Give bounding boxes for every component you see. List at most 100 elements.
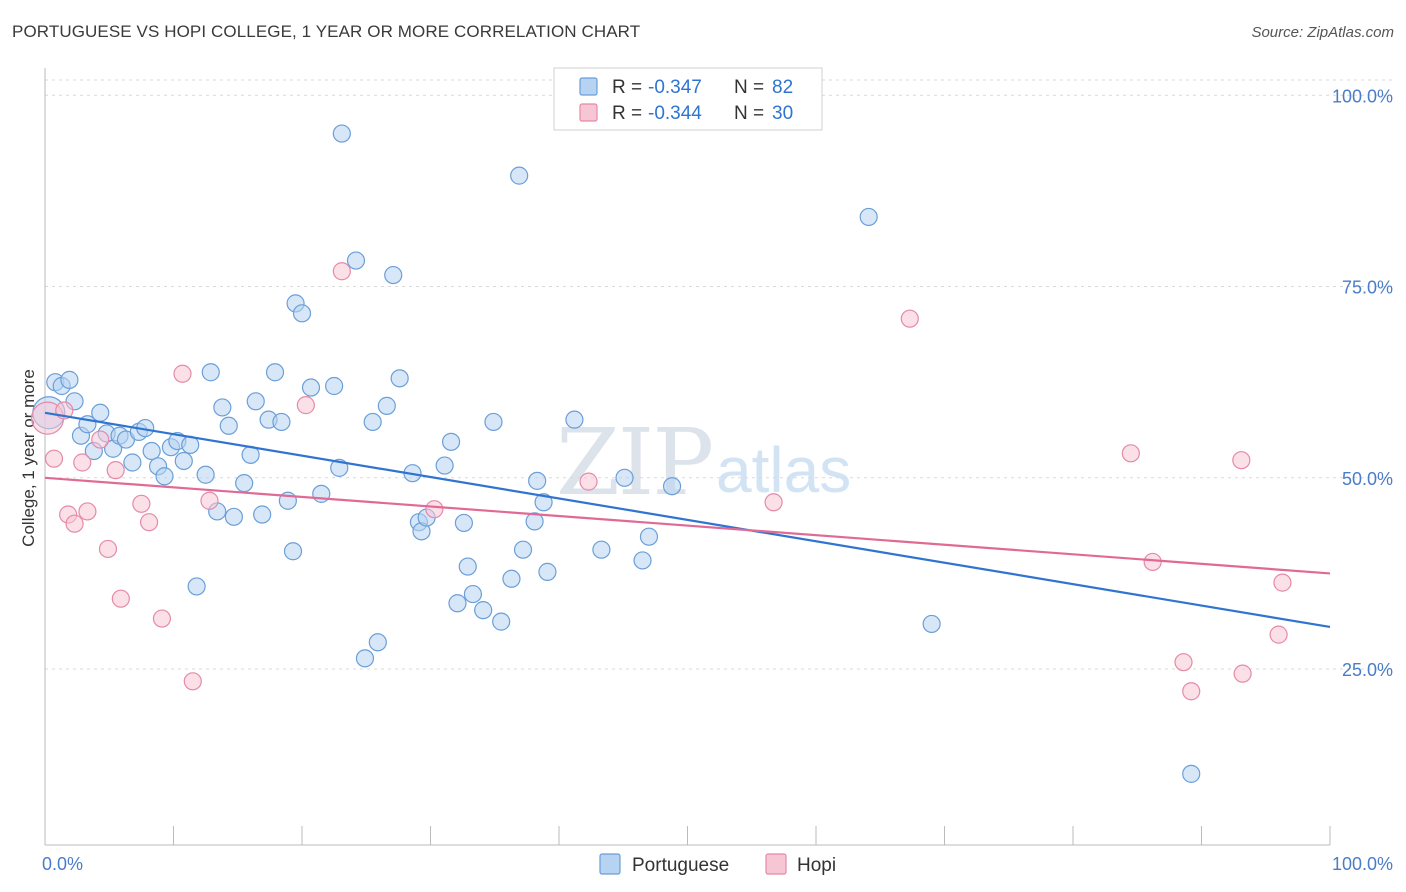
axes [44,68,1331,846]
portuguese-point [346,251,366,270]
hopi-point [78,502,97,521]
portuguese-point [384,265,403,285]
hopi-point [73,453,92,472]
trendline-hopi [44,476,1331,575]
hopi-point [183,672,202,691]
legend-swatch-portuguese [599,853,621,875]
portuguese-point [283,542,303,561]
hopi-point [200,491,219,510]
hopi-point [111,589,130,608]
portuguese-point [502,569,521,588]
stats-legend-swatch-portuguese [579,77,598,96]
portuguese-point [510,166,529,185]
portuguese-point [592,540,611,559]
trendline-portuguese [44,411,1331,629]
hopi-point [91,430,110,449]
hopi-point [764,493,783,512]
portuguese-point [325,376,344,396]
portuguese-point [224,507,243,526]
portuguese-point [377,396,396,415]
hopi-point [1269,625,1288,644]
stats-legend: R = -0.347 N = 82 R = -0.344 N = 30 [553,67,823,131]
portuguese-point [332,124,351,143]
portuguese-point [441,432,461,451]
portuguese-point [201,363,220,382]
portuguese-point [448,594,467,613]
portuguese-point [922,614,941,634]
portuguese-point [492,612,511,631]
portuguese-point [142,441,161,461]
portuguese-point [1182,764,1201,783]
hopi-point [132,494,151,513]
hopi-point [1182,682,1201,701]
portuguese-point [235,474,254,493]
stats-legend-n-label: N = [734,77,764,98]
x-tick-label-max: 100.0% [1332,854,1393,874]
legend-swatch-hopi [765,853,787,875]
hopi-point [425,500,444,519]
portuguese-point [565,410,584,429]
watermark-zip: ZIP [556,409,712,516]
portuguese-point [484,412,503,432]
hopi-point [1174,653,1193,672]
legend-label-hopi: Hopi [797,855,836,876]
portuguese-point [513,540,533,559]
source-label: Source: ZipAtlas.com [1251,24,1394,41]
hopi-point [332,262,351,281]
portuguese-point [363,412,382,432]
portuguese-point [123,453,142,472]
watermark: ZIP atlas [556,409,851,516]
hopi-point [296,396,315,415]
portuguese-point [91,403,110,422]
portuguese-point [633,551,652,570]
portuguese-point [662,477,682,496]
stats-legend-n-value: 30 [772,103,793,124]
hopi-point [65,514,84,533]
watermark-atlas: atlas [716,434,851,506]
y-tick-label: 75.0% [1342,278,1393,298]
portuguese-point [253,505,272,524]
portuguese-point [474,601,493,620]
series-legend: Portuguese Hopi [599,853,836,876]
hopi-point [1143,552,1162,572]
portuguese-point [60,370,79,389]
hopi-point [579,472,598,491]
stats-legend-n-value: 82 [772,77,793,98]
stats-legend-r-value: -0.347 [648,77,702,98]
portuguese-point [368,633,387,652]
y-tick-label: 100.0% [1332,86,1393,106]
hopi-point [1273,573,1292,592]
stats-legend-r-label: R = [612,77,642,98]
x-tick-labels: 0.0% 100.0% [42,854,1393,874]
y-tick-label: 25.0% [1342,660,1393,680]
portuguese-point [859,207,878,227]
portuguese-point [525,512,544,531]
chart-title: PORTUGUESE VS HOPI COLLEGE, 1 YEAR OR MO… [12,22,641,41]
portuguese-point [213,398,232,417]
y-tick-label: 50.0% [1342,469,1393,489]
y-axis-label: College, 1 year or more [19,369,38,547]
portuguese-point [615,468,634,487]
hopi-point [139,513,159,532]
portuguese-point [534,493,553,512]
portuguese-point [196,465,215,484]
portuguese-point [155,467,174,486]
hopi-point [44,449,64,468]
stats-legend-r-value: -0.344 [648,103,702,124]
stats-legend-r-label: R = [612,103,642,124]
portuguese-point [187,577,206,596]
hopi-point [900,309,919,328]
portuguese-point [454,513,474,533]
stats-legend-box [553,67,823,131]
portuguese-point [219,416,238,435]
hopi-point [106,461,125,480]
legend-label-portuguese: Portuguese [632,855,729,876]
stats-legend-swatch-hopi [579,103,598,122]
portuguese-point [355,649,375,668]
portuguese-point [538,562,557,581]
gridlines [45,79,1392,670]
portuguese-point [458,557,477,576]
hopi-point [173,364,192,383]
portuguese-point [292,304,312,323]
hopi-point [1232,451,1251,470]
